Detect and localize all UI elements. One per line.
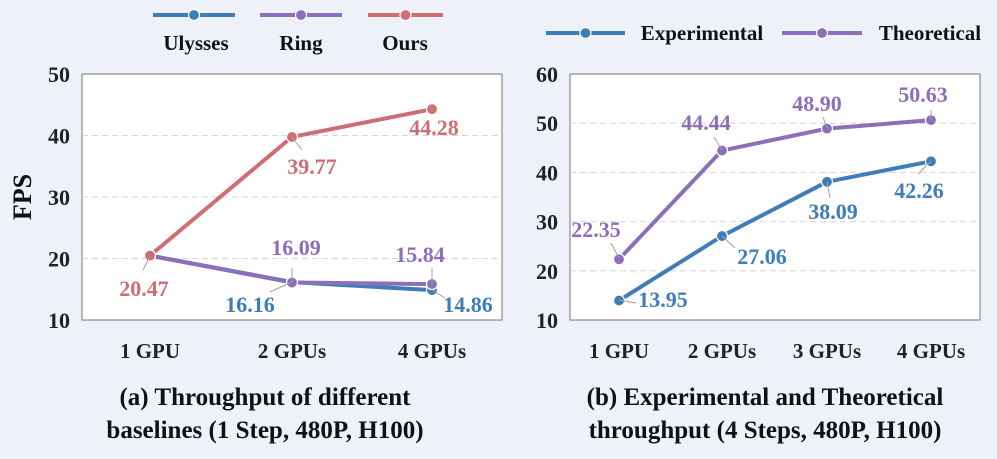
chart-a: 10 20 30 40 50 1 GPU 2 GPUs 4 GPUs FPS 16.16 14.86… xyxy=(8,8,503,363)
y-tick-label: 10 xyxy=(48,308,70,333)
data-label-ours: 44.28 xyxy=(409,115,459,140)
data-label-ours: 20.47 xyxy=(119,276,169,301)
leader-line xyxy=(610,242,620,259)
x-tick-label: 2 GPUs xyxy=(688,339,756,363)
x-tick-label: 2 GPUs xyxy=(258,339,326,363)
series-line-experimental xyxy=(617,159,932,303)
data-label-ring: 16.09 xyxy=(271,235,321,260)
x-tick-label: 4 GPUs xyxy=(398,339,466,363)
data-point-ours xyxy=(143,249,157,262)
caption-a-line1: (a) Throughput of different xyxy=(119,384,411,411)
plot-area xyxy=(569,73,981,321)
y-tick-label: 40 xyxy=(536,160,558,185)
leader-line xyxy=(291,136,303,151)
data-label-theoretical: 50.63 xyxy=(898,82,948,107)
legend-label-ours: Ours xyxy=(382,31,428,55)
legend: Experimental Theoretical xyxy=(546,21,981,45)
leader-line xyxy=(917,160,932,175)
data-label-theoretical: 48.90 xyxy=(792,91,842,116)
x-tick-label: 1 GPU xyxy=(589,339,649,363)
x-tick-label: 1 GPU xyxy=(120,339,180,363)
series-line-theoretical xyxy=(617,118,932,261)
data-point-experimental xyxy=(820,175,834,188)
y-tick-label: 40 xyxy=(48,124,70,149)
leader-line xyxy=(618,299,637,304)
legend-marker xyxy=(815,26,829,40)
data-point-theoretical xyxy=(612,253,626,266)
legend-marker xyxy=(187,8,201,22)
caption-b-line1: (b) Experimental and Theoretical xyxy=(586,384,944,411)
leader-line xyxy=(721,235,736,249)
data-label-ours: 39.77 xyxy=(287,154,337,179)
data-label-ring: 15.84 xyxy=(395,242,445,267)
data-label-ulysses: 16.16 xyxy=(225,292,275,317)
caption-b-line2: throughput (4 Steps, 480P, H100) xyxy=(588,417,942,444)
y-axis-label: FPS xyxy=(8,174,37,220)
data-label-theoretical: 44.44 xyxy=(681,110,731,135)
y-tick-label: 30 xyxy=(536,210,558,235)
leader-line xyxy=(431,289,446,299)
x-tick-label: 3 GPUs xyxy=(793,339,861,363)
legend-marker xyxy=(579,26,592,40)
y-tick-label: 50 xyxy=(536,111,558,136)
y-tick-label: 50 xyxy=(48,62,70,87)
caption-b: (b) Experimental and Theoretical through… xyxy=(540,381,990,447)
caption-a: (a) Throughput of different baselines (1… xyxy=(60,381,470,447)
caption-a-line2: baselines (1 Step, 480P, H100) xyxy=(106,417,424,444)
data-label-experimental: 42.26 xyxy=(894,178,944,203)
y-tick-label: 30 xyxy=(48,185,70,210)
leader-line xyxy=(269,281,293,293)
legend: Ulysses Ring Ours xyxy=(153,8,443,55)
y-tick-label: 10 xyxy=(536,308,558,333)
data-label-ulysses: 14.86 xyxy=(443,292,493,317)
data-label-experimental: 38.09 xyxy=(808,199,858,224)
y-tick-label: 60 xyxy=(536,62,558,87)
y-tick-label: 20 xyxy=(536,259,558,284)
data-point-ours xyxy=(285,130,299,144)
legend-label-ulysses: Ulysses xyxy=(163,31,228,55)
legend-label-ring: Ring xyxy=(279,31,323,55)
y-tick-label: 20 xyxy=(48,247,70,272)
data-label-experimental: 27.06 xyxy=(737,244,787,269)
legend-marker xyxy=(294,8,308,22)
legend-label-experimental: Experimental xyxy=(641,21,764,45)
data-point-theoretical xyxy=(820,122,834,135)
leader-line xyxy=(713,136,723,151)
legend-marker xyxy=(399,8,412,22)
leader-line xyxy=(822,116,828,129)
data-label-experimental: 13.95 xyxy=(638,287,688,312)
chart-b: 10 20 30 40 50 60 1 GPU 2 GPUs 3 GPUs 4 GPUs 13.95… xyxy=(536,21,981,363)
leader-line xyxy=(826,181,831,199)
leader-line xyxy=(142,255,151,271)
data-label-theoretical: 22.35 xyxy=(571,217,621,242)
data-point-ours xyxy=(425,103,439,116)
x-tick-label: 4 GPUs xyxy=(897,339,965,363)
data-point-theoretical xyxy=(715,144,729,157)
legend-label-theoretical: Theoretical xyxy=(879,21,981,45)
